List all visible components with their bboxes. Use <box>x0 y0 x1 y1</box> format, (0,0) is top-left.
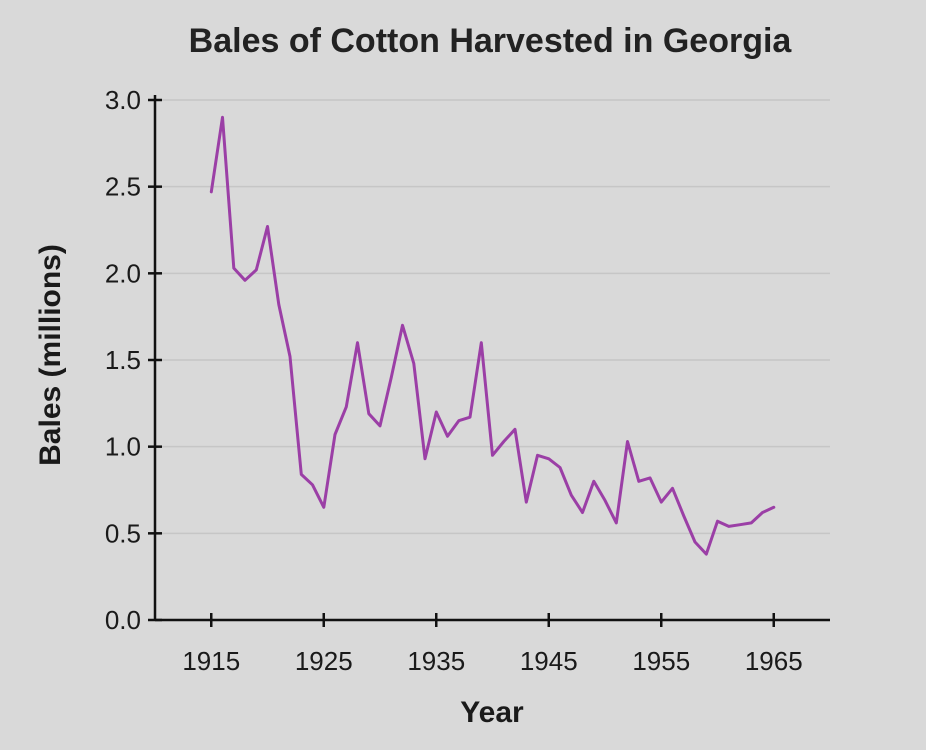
y-tick-label: 0.5 <box>105 518 141 548</box>
y-tick-label: 3.0 <box>105 85 141 115</box>
series-line <box>209 115 776 556</box>
chart-title: Bales of Cotton Harvested in Georgia <box>189 22 793 60</box>
series-group <box>209 115 776 556</box>
y-tick-label: 2.5 <box>105 172 141 202</box>
x-tick-label: 1925 <box>295 646 353 676</box>
x-tick-label: 1965 <box>745 646 803 676</box>
x-tick-label: 1945 <box>520 646 578 676</box>
x-tick-label: 1955 <box>632 646 690 676</box>
x-tick-label: 1915 <box>182 646 240 676</box>
y-axis-ticks: 0.0 0.5 1.0 1.5 2.0 2.5 3.0 <box>105 85 162 635</box>
x-axis-ticks: 1915 1925 1935 1945 1955 1965 <box>182 613 803 676</box>
y-tick-label: 1.5 <box>105 345 141 375</box>
y-tick-label: 2.0 <box>105 258 141 288</box>
grid-lines <box>155 99 830 535</box>
axes <box>153 95 830 622</box>
x-axis-label: Year <box>460 696 524 729</box>
y-tick-label: 1.0 <box>105 432 141 462</box>
y-tick-label: 0.0 <box>105 605 141 635</box>
x-tick-label: 1935 <box>407 646 465 676</box>
y-axis-label: Bales (millions) <box>34 244 67 466</box>
